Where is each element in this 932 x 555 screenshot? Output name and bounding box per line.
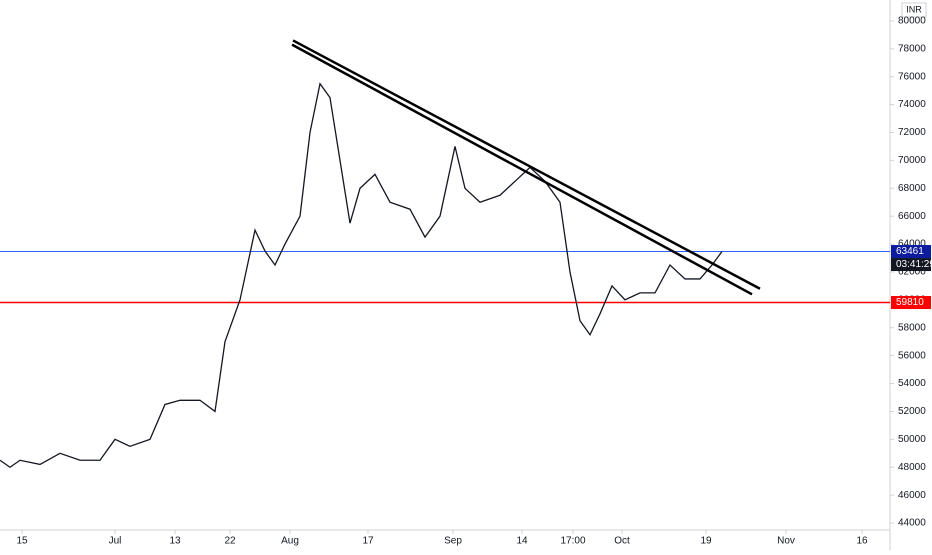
x-tick-label: Sep bbox=[444, 536, 462, 547]
y-tick-label: 72000 bbox=[898, 127, 926, 138]
y-tick-label: 46000 bbox=[898, 490, 926, 501]
x-tick-label: Oct bbox=[614, 536, 630, 547]
price-label: 63461 bbox=[896, 246, 924, 257]
y-tick-label: 68000 bbox=[898, 183, 926, 194]
price-label-box bbox=[891, 245, 931, 259]
y-tick-label: 56000 bbox=[898, 350, 926, 361]
y-tick-label: 48000 bbox=[898, 462, 926, 473]
x-tick-label: 19 bbox=[700, 536, 712, 547]
price-line-series bbox=[0, 82, 723, 469]
y-tick-label: 58000 bbox=[898, 322, 926, 333]
y-tick-label: 54000 bbox=[898, 378, 926, 389]
x-tick-label: 16 bbox=[856, 536, 868, 547]
x-tick-label: 13 bbox=[169, 536, 181, 547]
x-tick-label: Nov bbox=[777, 536, 795, 547]
y-tick-label: 70000 bbox=[898, 155, 926, 166]
price-label: 59810 bbox=[896, 297, 924, 308]
y-tick-label: 62000 bbox=[898, 267, 926, 278]
y-tick-label: 44000 bbox=[898, 518, 926, 529]
y-tick-label: 50000 bbox=[898, 434, 926, 445]
x-tick-label: 22 bbox=[224, 536, 236, 547]
y-tick-label: 80000 bbox=[898, 16, 926, 27]
currency: INR bbox=[906, 4, 922, 14]
price-label: 03:41:29 bbox=[896, 259, 932, 270]
x-tick-label: 15 bbox=[16, 536, 28, 547]
price-label-box bbox=[891, 296, 931, 310]
y-tick-label: 52000 bbox=[898, 406, 926, 417]
x-tick-label: Aug bbox=[281, 536, 299, 547]
currency-box bbox=[901, 2, 927, 18]
price-label-box bbox=[891, 258, 931, 272]
y-tick-label: 78000 bbox=[898, 43, 926, 54]
y-tick-label: 74000 bbox=[898, 99, 926, 110]
trendline bbox=[292, 39, 761, 290]
y-tick-label: 76000 bbox=[898, 71, 926, 82]
x-tick-label: 14 bbox=[516, 536, 528, 547]
x-tick-label: 17:00 bbox=[560, 536, 585, 547]
y-tick-label: 64000 bbox=[898, 239, 926, 250]
x-tick-label: 17 bbox=[362, 536, 374, 547]
trendline bbox=[291, 43, 753, 296]
y-tick-label: 66000 bbox=[898, 211, 926, 222]
x-tick-label: Jul bbox=[109, 536, 122, 547]
